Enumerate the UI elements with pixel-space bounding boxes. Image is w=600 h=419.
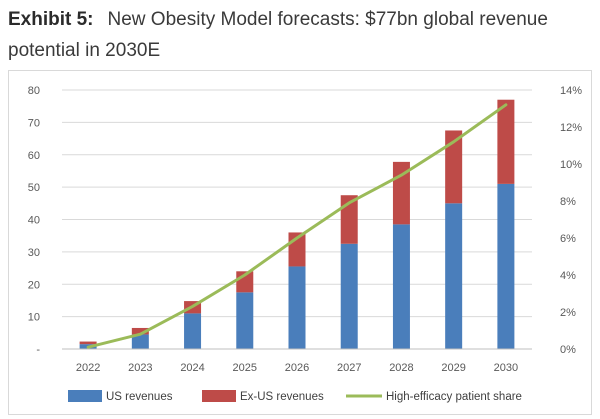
y-left-tick-label: 20 xyxy=(28,279,40,291)
bar-ex-us-revenues xyxy=(131,327,149,335)
legend-swatch-ex-us-revenues xyxy=(202,390,236,402)
y-right-tick-label: 8% xyxy=(560,196,576,208)
y-left-tick-label: 50 xyxy=(28,182,40,194)
y-left-tick-label: 60 xyxy=(28,150,40,162)
x-tick-label: 2029 xyxy=(441,362,465,374)
y-right-tick-label: 12% xyxy=(560,122,582,134)
x-tick-label: 2022 xyxy=(76,362,100,374)
y-right-tick-label: 14% xyxy=(560,85,582,97)
y-right-tick-label: 4% xyxy=(560,270,576,282)
y-right-tick-label: 10% xyxy=(560,159,582,171)
legend-label-us-revenues: US revenues xyxy=(106,391,173,403)
bar-us-revenues xyxy=(184,313,202,349)
y-right-tick-label: 6% xyxy=(560,233,576,245)
y-left-tick-label: 10 xyxy=(28,312,40,324)
y-left-tick-label: 70 xyxy=(28,117,40,129)
y-right-tick-label: 0% xyxy=(560,344,576,356)
bar-us-revenues xyxy=(288,266,306,349)
y-left-tick-label: 80 xyxy=(28,85,40,97)
bar-us-revenues xyxy=(131,334,149,349)
line-high-efficacy-patient-share xyxy=(86,103,508,349)
bar-us-revenues xyxy=(445,203,463,349)
y-right-tick-label: 2% xyxy=(560,307,576,319)
bar-ex-us-revenues xyxy=(445,130,463,204)
y-left-tick-label: - xyxy=(36,344,40,356)
x-tick-label: 2024 xyxy=(180,362,204,374)
bar-us-revenues xyxy=(236,292,254,349)
x-tick-label: 2025 xyxy=(233,362,257,374)
title-text: New Obesity Model forecasts: $77bn globa… xyxy=(8,9,548,61)
legend-label-ex-us-revenues: Ex-US revenues xyxy=(240,391,324,403)
x-tick-label: 2028 xyxy=(389,362,413,374)
x-tick-label: 2026 xyxy=(285,362,309,374)
y-left-tick-label: 30 xyxy=(28,247,40,259)
legend-swatch-us-revenues xyxy=(68,390,102,402)
legend-label-high-efficacy-patient-share: High-efficacy patient share xyxy=(386,391,522,403)
x-tick-label: 2023 xyxy=(128,362,152,374)
y-left-tick-label: 40 xyxy=(28,215,40,227)
chart-title: Exhibit 5: New Obesity Model forecasts: $… xyxy=(8,4,596,66)
bar-us-revenues xyxy=(497,183,515,349)
bar-us-revenues xyxy=(340,243,358,349)
bar-ex-us-revenues xyxy=(79,341,97,345)
x-tick-label: 2027 xyxy=(337,362,361,374)
x-tick-label: 2030 xyxy=(494,362,518,374)
bar-ex-us-revenues xyxy=(497,99,515,184)
exhibit-label: Exhibit 5: xyxy=(8,9,94,30)
bar-us-revenues xyxy=(392,224,410,349)
